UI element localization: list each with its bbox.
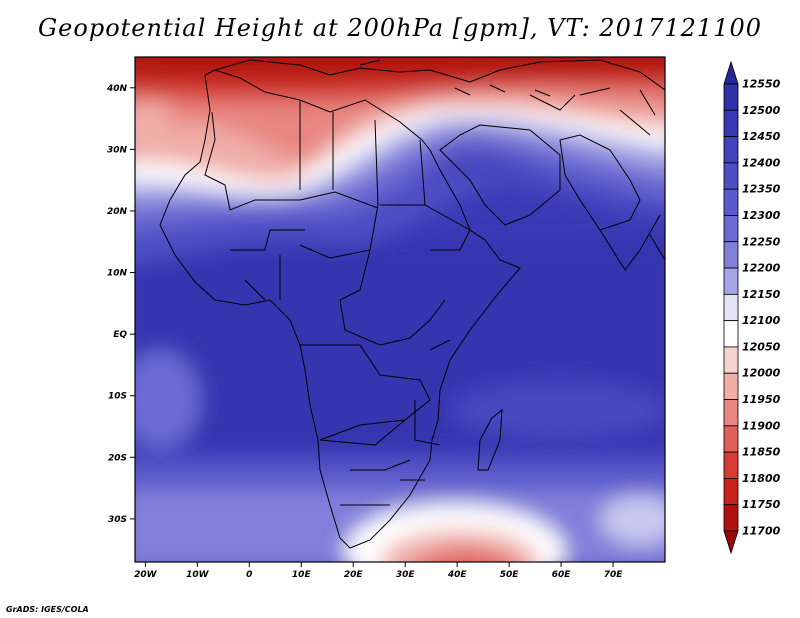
coastline-borders xyxy=(159,59,665,549)
colorbar-label: 11700 xyxy=(742,525,781,538)
colorbar-label: 12350 xyxy=(742,183,781,196)
colorbar-label: 12150 xyxy=(742,288,781,301)
lon-tick-label: 70E xyxy=(604,570,624,580)
map-title: Geopotential Height at 200hPa [gpm], VT:… xyxy=(38,14,762,42)
lon-tick-label: 40E xyxy=(447,570,468,580)
colorbar-segment xyxy=(723,504,739,532)
colorbar-segment xyxy=(723,162,739,190)
lat-tick-label: EQ xyxy=(113,330,127,340)
colorbar-segment xyxy=(723,136,739,164)
lon-tick-label: 10E xyxy=(292,570,312,580)
height-field xyxy=(135,57,665,562)
colorbar-top-triangle xyxy=(723,60,739,85)
colorbar-segment xyxy=(723,399,739,427)
colorbar-label: 12050 xyxy=(742,340,781,353)
lat-tick-label: 10N xyxy=(107,269,128,279)
colorbar-segment xyxy=(723,215,739,243)
colorbar-label: 12500 xyxy=(742,104,781,117)
colorbar-label: 12250 xyxy=(742,235,781,248)
colorbar-segment xyxy=(723,346,739,374)
colorbar-label: 12000 xyxy=(742,367,781,380)
lon-tick-label: 50E xyxy=(500,570,520,580)
colorbar-label: 12100 xyxy=(742,314,781,327)
colorbar-segment xyxy=(723,188,739,216)
colorbar-segment xyxy=(723,293,739,322)
lat-tick-label: 40N xyxy=(106,84,128,94)
colorbar-label: 12550 xyxy=(742,78,781,91)
lon-tick-label: 30E xyxy=(396,570,416,580)
colorbar-label: 11850 xyxy=(742,446,781,459)
colorbar-segment xyxy=(723,320,739,348)
colorbar: 12550 12500 12450 12400 12350 12300 12250 12200… xyxy=(723,60,781,555)
colorbar-label: 11800 xyxy=(742,472,781,485)
lon-tick-label: 0 xyxy=(246,570,252,580)
colorbar-segment xyxy=(723,109,739,137)
lon-tick-label: 10W xyxy=(186,570,210,580)
lon-tick-label: 20E xyxy=(344,570,364,580)
colorbar-label: 11900 xyxy=(742,419,781,432)
colorbar-label: 11950 xyxy=(742,393,781,406)
lat-tick-label: 30S xyxy=(108,515,127,525)
map-frame xyxy=(134,56,666,563)
lat-tick-label: 20N xyxy=(107,207,128,217)
lat-tick-label: 30N xyxy=(107,145,128,155)
colorbar-segment xyxy=(723,425,739,453)
lat-tick-label: 20S xyxy=(108,453,127,463)
lon-tick-label: 20W xyxy=(134,570,158,580)
colorbar-segment xyxy=(723,83,739,111)
colorbar-label: 11750 xyxy=(742,498,781,511)
colorbar-label: 12200 xyxy=(742,262,781,275)
axis-ticks: 40N 30N 20N 10N EQ 10S 20S 30S 20W 10W 0 10E 20E 30E 4… xyxy=(106,84,623,580)
colorbar-bottom-triangle xyxy=(723,530,739,555)
colorbar-segment xyxy=(723,267,739,295)
colorbar-segment xyxy=(723,478,739,506)
colorbar-label: 12400 xyxy=(742,156,781,169)
grads-credit: GrADS: IGES/COLA xyxy=(6,605,89,614)
lon-tick-label: 60E xyxy=(552,570,572,580)
colorbar-segment xyxy=(723,451,739,479)
colorbar-label: 12300 xyxy=(742,209,781,222)
colorbar-segment xyxy=(723,372,739,400)
lat-tick-label: 10S xyxy=(108,392,127,402)
colorbar-segment xyxy=(723,241,739,269)
colorbar-label: 12450 xyxy=(742,130,781,143)
